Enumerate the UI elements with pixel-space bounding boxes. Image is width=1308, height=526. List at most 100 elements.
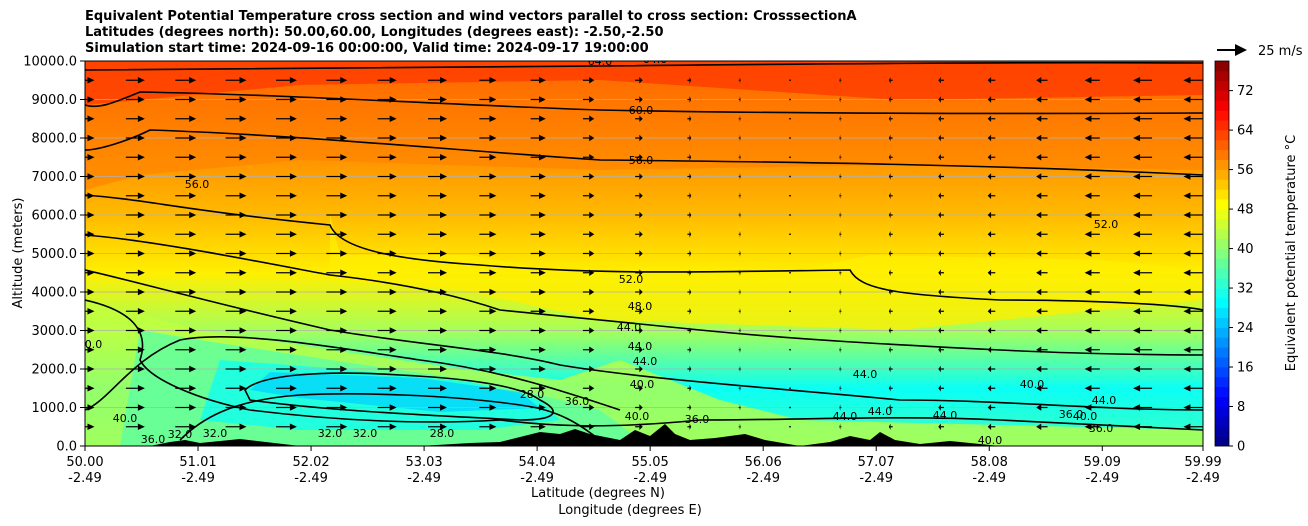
wind-vector — [839, 173, 842, 180]
wind-vector — [275, 307, 297, 315]
wind-vector — [789, 137, 791, 139]
wind-vector — [1183, 76, 1203, 84]
colorbar-band — [1215, 258, 1229, 269]
wind-vector — [839, 192, 842, 200]
wind-vector — [275, 76, 297, 84]
wind-vector — [428, 423, 448, 431]
wind-vector — [225, 153, 247, 161]
wind-vector — [326, 173, 348, 180]
wind-vector — [1183, 288, 1203, 296]
wind-vector — [938, 153, 944, 161]
wind-vector — [1036, 365, 1048, 373]
wind-vector — [839, 423, 842, 431]
wind-vector — [987, 96, 996, 103]
wind-vector — [275, 134, 297, 142]
wind-vector — [428, 365, 448, 373]
x-tick-label-lat: 53.03 — [405, 455, 442, 470]
x-tick-label-lon: -2.49 — [68, 471, 102, 486]
band-50-fill — [330, 215, 1203, 330]
wind-vector — [738, 346, 741, 354]
wind-vector — [225, 115, 247, 123]
wind-vector — [888, 173, 893, 180]
wind-vector — [635, 327, 643, 334]
wind-vector — [1084, 153, 1100, 161]
wind-vector — [1133, 173, 1153, 180]
wind-vector — [1183, 327, 1203, 334]
wind-vector — [987, 134, 996, 142]
wind-vector — [326, 76, 348, 84]
wind-vector — [326, 115, 348, 123]
colorbar-label: Equivalent potential temperature °C — [1284, 135, 1299, 371]
wind-vector — [687, 192, 692, 200]
wind-vector — [1133, 404, 1153, 411]
colorbar-band — [1215, 218, 1229, 230]
wind-vector — [1084, 288, 1100, 296]
contour-label: 36.0 — [685, 413, 710, 426]
contour-line — [85, 335, 621, 411]
wind-vector — [888, 230, 893, 238]
wind-vector — [789, 214, 791, 216]
wind-vector — [428, 134, 448, 142]
wind-vector — [1133, 230, 1153, 238]
quiver-key-label: 25 m/s — [1258, 44, 1303, 59]
colorbar-band — [1215, 199, 1229, 210]
wind-vector — [839, 134, 842, 142]
wind-vector — [1036, 384, 1048, 392]
colorbar-band — [1215, 189, 1229, 200]
wind-vector — [1183, 115, 1203, 123]
wind-vector — [479, 346, 497, 354]
colorbar-band — [1215, 70, 1229, 82]
wind-vector — [1183, 173, 1203, 180]
wind-vector — [530, 404, 546, 411]
wind-vector — [888, 115, 893, 123]
wind-vector — [1133, 153, 1153, 161]
title-line-1: Equivalent Potential Temperature cross s… — [85, 9, 857, 24]
wind-vector — [479, 96, 497, 103]
wind-vector — [1084, 307, 1100, 315]
wind-vector — [428, 153, 448, 161]
wind-vector — [687, 76, 692, 84]
wind-vector — [1084, 365, 1100, 373]
wind-vector — [987, 423, 996, 431]
wind-vector — [326, 153, 348, 161]
wind-vector — [1036, 134, 1048, 142]
y-axis-label: Altitude (meters) — [11, 198, 26, 309]
wind-vector — [377, 404, 397, 411]
wind-vector — [987, 307, 996, 315]
wind-vector — [1036, 230, 1048, 238]
wind-vector — [789, 79, 791, 82]
wind-vector — [275, 384, 297, 392]
wind-vector — [888, 76, 893, 84]
wind-vector — [275, 230, 297, 238]
contour-label: 64.0 — [588, 55, 613, 68]
wind-vector — [738, 153, 741, 161]
wind-vector — [1036, 153, 1048, 161]
wind-vector — [125, 192, 145, 200]
wind-vector — [530, 327, 546, 334]
wind-vector — [938, 404, 944, 411]
wind-vector — [326, 365, 348, 373]
y-tick-label: 8000.0 — [32, 132, 78, 147]
wind-vector — [377, 365, 397, 373]
wind-vector — [687, 96, 692, 103]
wind-vector — [125, 423, 145, 431]
wind-vector — [428, 250, 448, 257]
wind-vector — [789, 271, 791, 274]
wind-vector — [225, 192, 247, 200]
chart-title: Equivalent Potential Temperature cross s… — [85, 9, 857, 57]
colorbar-tick-label: 16 — [1237, 361, 1254, 376]
wind-vector — [582, 307, 595, 315]
wind-vector — [1183, 384, 1203, 392]
wind-vector — [738, 76, 741, 84]
wind-vector — [888, 153, 893, 161]
wind-vector — [938, 346, 944, 354]
wind-vector — [687, 288, 692, 296]
wind-vector — [738, 384, 741, 392]
wind-vector — [582, 96, 595, 103]
wind-vector — [888, 134, 893, 142]
wind-vector — [582, 192, 595, 200]
contour-line — [179, 393, 601, 441]
wind-vector — [530, 230, 546, 238]
wind-vector — [687, 404, 692, 411]
wind-vector — [530, 384, 546, 392]
